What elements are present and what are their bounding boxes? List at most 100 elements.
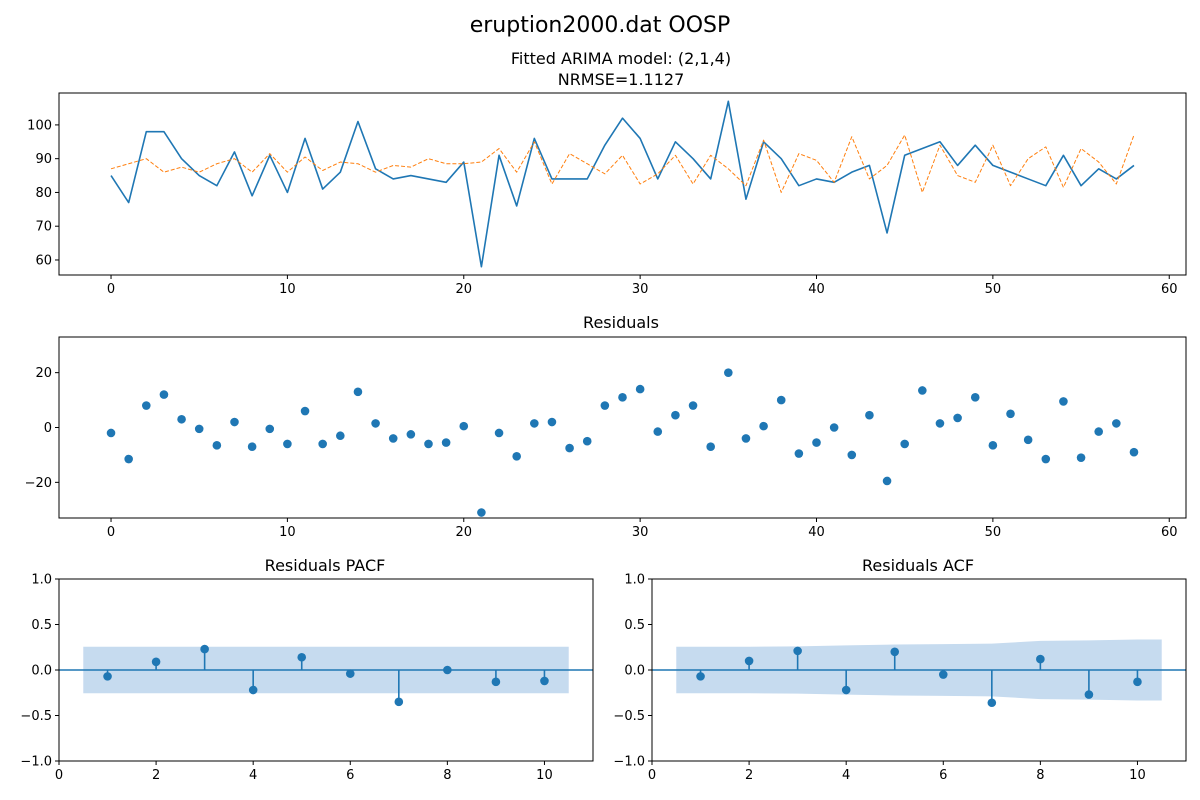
chart-0-frame (58, 92, 1187, 276)
residual-point (847, 450, 857, 460)
figure-suptitle: eruption2000.dat OOSP (470, 13, 731, 38)
chart-2-y-tick-label: −0.5 (20, 709, 52, 724)
residual-point (142, 401, 151, 410)
residual-point (177, 414, 186, 424)
residual-point (812, 438, 821, 447)
fit-panel-title-line-2: NRMSE=1.1127 (558, 70, 685, 89)
residual-point (970, 393, 980, 402)
residual-point (776, 395, 786, 405)
chart-0-y-tick-label: 80 (35, 186, 52, 201)
chart-2-x-tick-label: 4 (249, 768, 257, 783)
residual-point (953, 413, 962, 423)
chart-0-x-tick-label: 40 (808, 282, 825, 297)
stem-marker (443, 665, 452, 675)
stem-marker (1036, 654, 1045, 664)
fit-panel-title-line-1: Fitted ARIMA model: (2,1,4) (511, 49, 731, 68)
chart-1-y-tick-label: −20 (25, 476, 52, 491)
residual-point (865, 410, 874, 420)
residual-point (900, 439, 909, 449)
chart-0-x-tick-label: 20 (455, 282, 472, 297)
residual-point (618, 393, 627, 402)
chart-1-x-tick-label: 60 (1161, 525, 1178, 540)
pacf-panel: Residuals PACF 0 2 4 6 8 10 −1.0 −0.5 0.0 0.5 1.0 (20, 556, 594, 783)
chart-2-x-tick-label: 8 (443, 768, 451, 783)
residual-point (1006, 409, 1015, 419)
residual-point (988, 441, 998, 450)
chart-0-x-tick-label: 60 (1161, 282, 1178, 297)
chart-3-x-tick-label: 4 (842, 768, 850, 783)
residual-point (582, 436, 592, 446)
residual-point (247, 442, 257, 452)
stem-marker (890, 647, 900, 657)
chart-0-x-tick-label: 30 (632, 282, 649, 297)
stem-marker (793, 646, 802, 656)
chart-2-x-tick-label: 2 (152, 768, 160, 783)
residual-point (512, 452, 521, 461)
residual-point (424, 439, 433, 449)
stem-marker (297, 652, 307, 662)
residual-point (1059, 397, 1068, 406)
chart-0-y-tick-label: 60 (35, 253, 52, 268)
residual-point (336, 431, 345, 441)
chart-0-x-tick-label: 0 (107, 282, 115, 297)
pacf-panel-plot: 0 2 4 6 8 10 −1.0 −0.5 0.0 0.5 1.0 (20, 573, 594, 783)
chart-0-y-tick-label: 100 (27, 118, 52, 133)
chart-2-x-tick-label: 10 (536, 768, 553, 783)
chart-3-y-tick-label: −0.5 (613, 709, 645, 724)
chart-0-series-group (110, 100, 1135, 268)
residual-point (882, 476, 892, 486)
residual-point (388, 434, 398, 443)
chart-1-x-tick-label: 20 (455, 525, 472, 540)
chart-2-y-tick-label: 0.5 (31, 618, 52, 633)
chart-0-ticks: 0 10 20 30 40 50 60 60 70 80 90 100 (27, 118, 1177, 297)
residual-point (353, 387, 363, 397)
residual-point (829, 423, 839, 432)
stem-marker (103, 672, 112, 681)
chart-1-y-tick-label: 20 (35, 366, 52, 381)
series-line-actual (110, 100, 1135, 268)
residual-point (741, 434, 751, 443)
chart-2-y-tick-label: 0.0 (31, 664, 52, 679)
chart-2-y-tick-label: 1.0 (31, 573, 52, 588)
stem-marker (248, 685, 258, 695)
residuals-panel: Residuals 0 10 20 30 40 50 60 −20 0 20 (25, 313, 1187, 540)
stem-marker (394, 697, 404, 707)
chart-0-y-tick-label: 70 (35, 220, 52, 235)
residual-point (371, 419, 380, 428)
stem-marker (1084, 690, 1094, 699)
chart-3-y-tick-label: 0.5 (624, 618, 645, 633)
residual-point (653, 427, 663, 436)
pacf-panel-title: Residuals PACF (265, 556, 386, 575)
residual-point (494, 428, 504, 438)
residual-point (106, 428, 116, 438)
chart-3-frame (651, 578, 1187, 762)
residual-point (1129, 447, 1139, 457)
chart-1-frame (58, 336, 1187, 519)
stem-marker (491, 677, 501, 687)
stem-marker (987, 698, 997, 708)
stem-marker (841, 685, 851, 695)
chart-3-x-tick-label: 2 (745, 768, 753, 783)
chart-3-x-tick-label: 6 (939, 768, 947, 783)
residual-point (794, 449, 804, 458)
residual-point (1112, 419, 1121, 428)
chart-2-frame (58, 578, 594, 762)
residual-point (159, 390, 169, 399)
chart-1-points-group (106, 368, 1139, 517)
residual-point (1076, 453, 1086, 462)
residual-point (671, 410, 680, 420)
residual-point (194, 424, 204, 434)
residuals-panel-plot: 0 10 20 30 40 50 60 −20 0 20 (25, 336, 1187, 540)
residual-point (547, 417, 557, 427)
residual-point (300, 406, 310, 416)
chart-3-x-tick-label: 8 (1036, 768, 1044, 783)
chart-3-y-tick-label: 1.0 (624, 573, 645, 588)
residual-point (459, 421, 469, 431)
chart-2-plot-group (59, 644, 593, 707)
chart-3-x-tick-label: 0 (648, 768, 656, 783)
chart-0-y-tick-label: 90 (35, 152, 52, 167)
residual-point (600, 401, 610, 410)
fit-panel-plot: 0 10 20 30 40 50 60 60 70 80 90 100 (27, 92, 1187, 297)
stem-marker (696, 672, 705, 681)
stem-marker (200, 644, 209, 654)
